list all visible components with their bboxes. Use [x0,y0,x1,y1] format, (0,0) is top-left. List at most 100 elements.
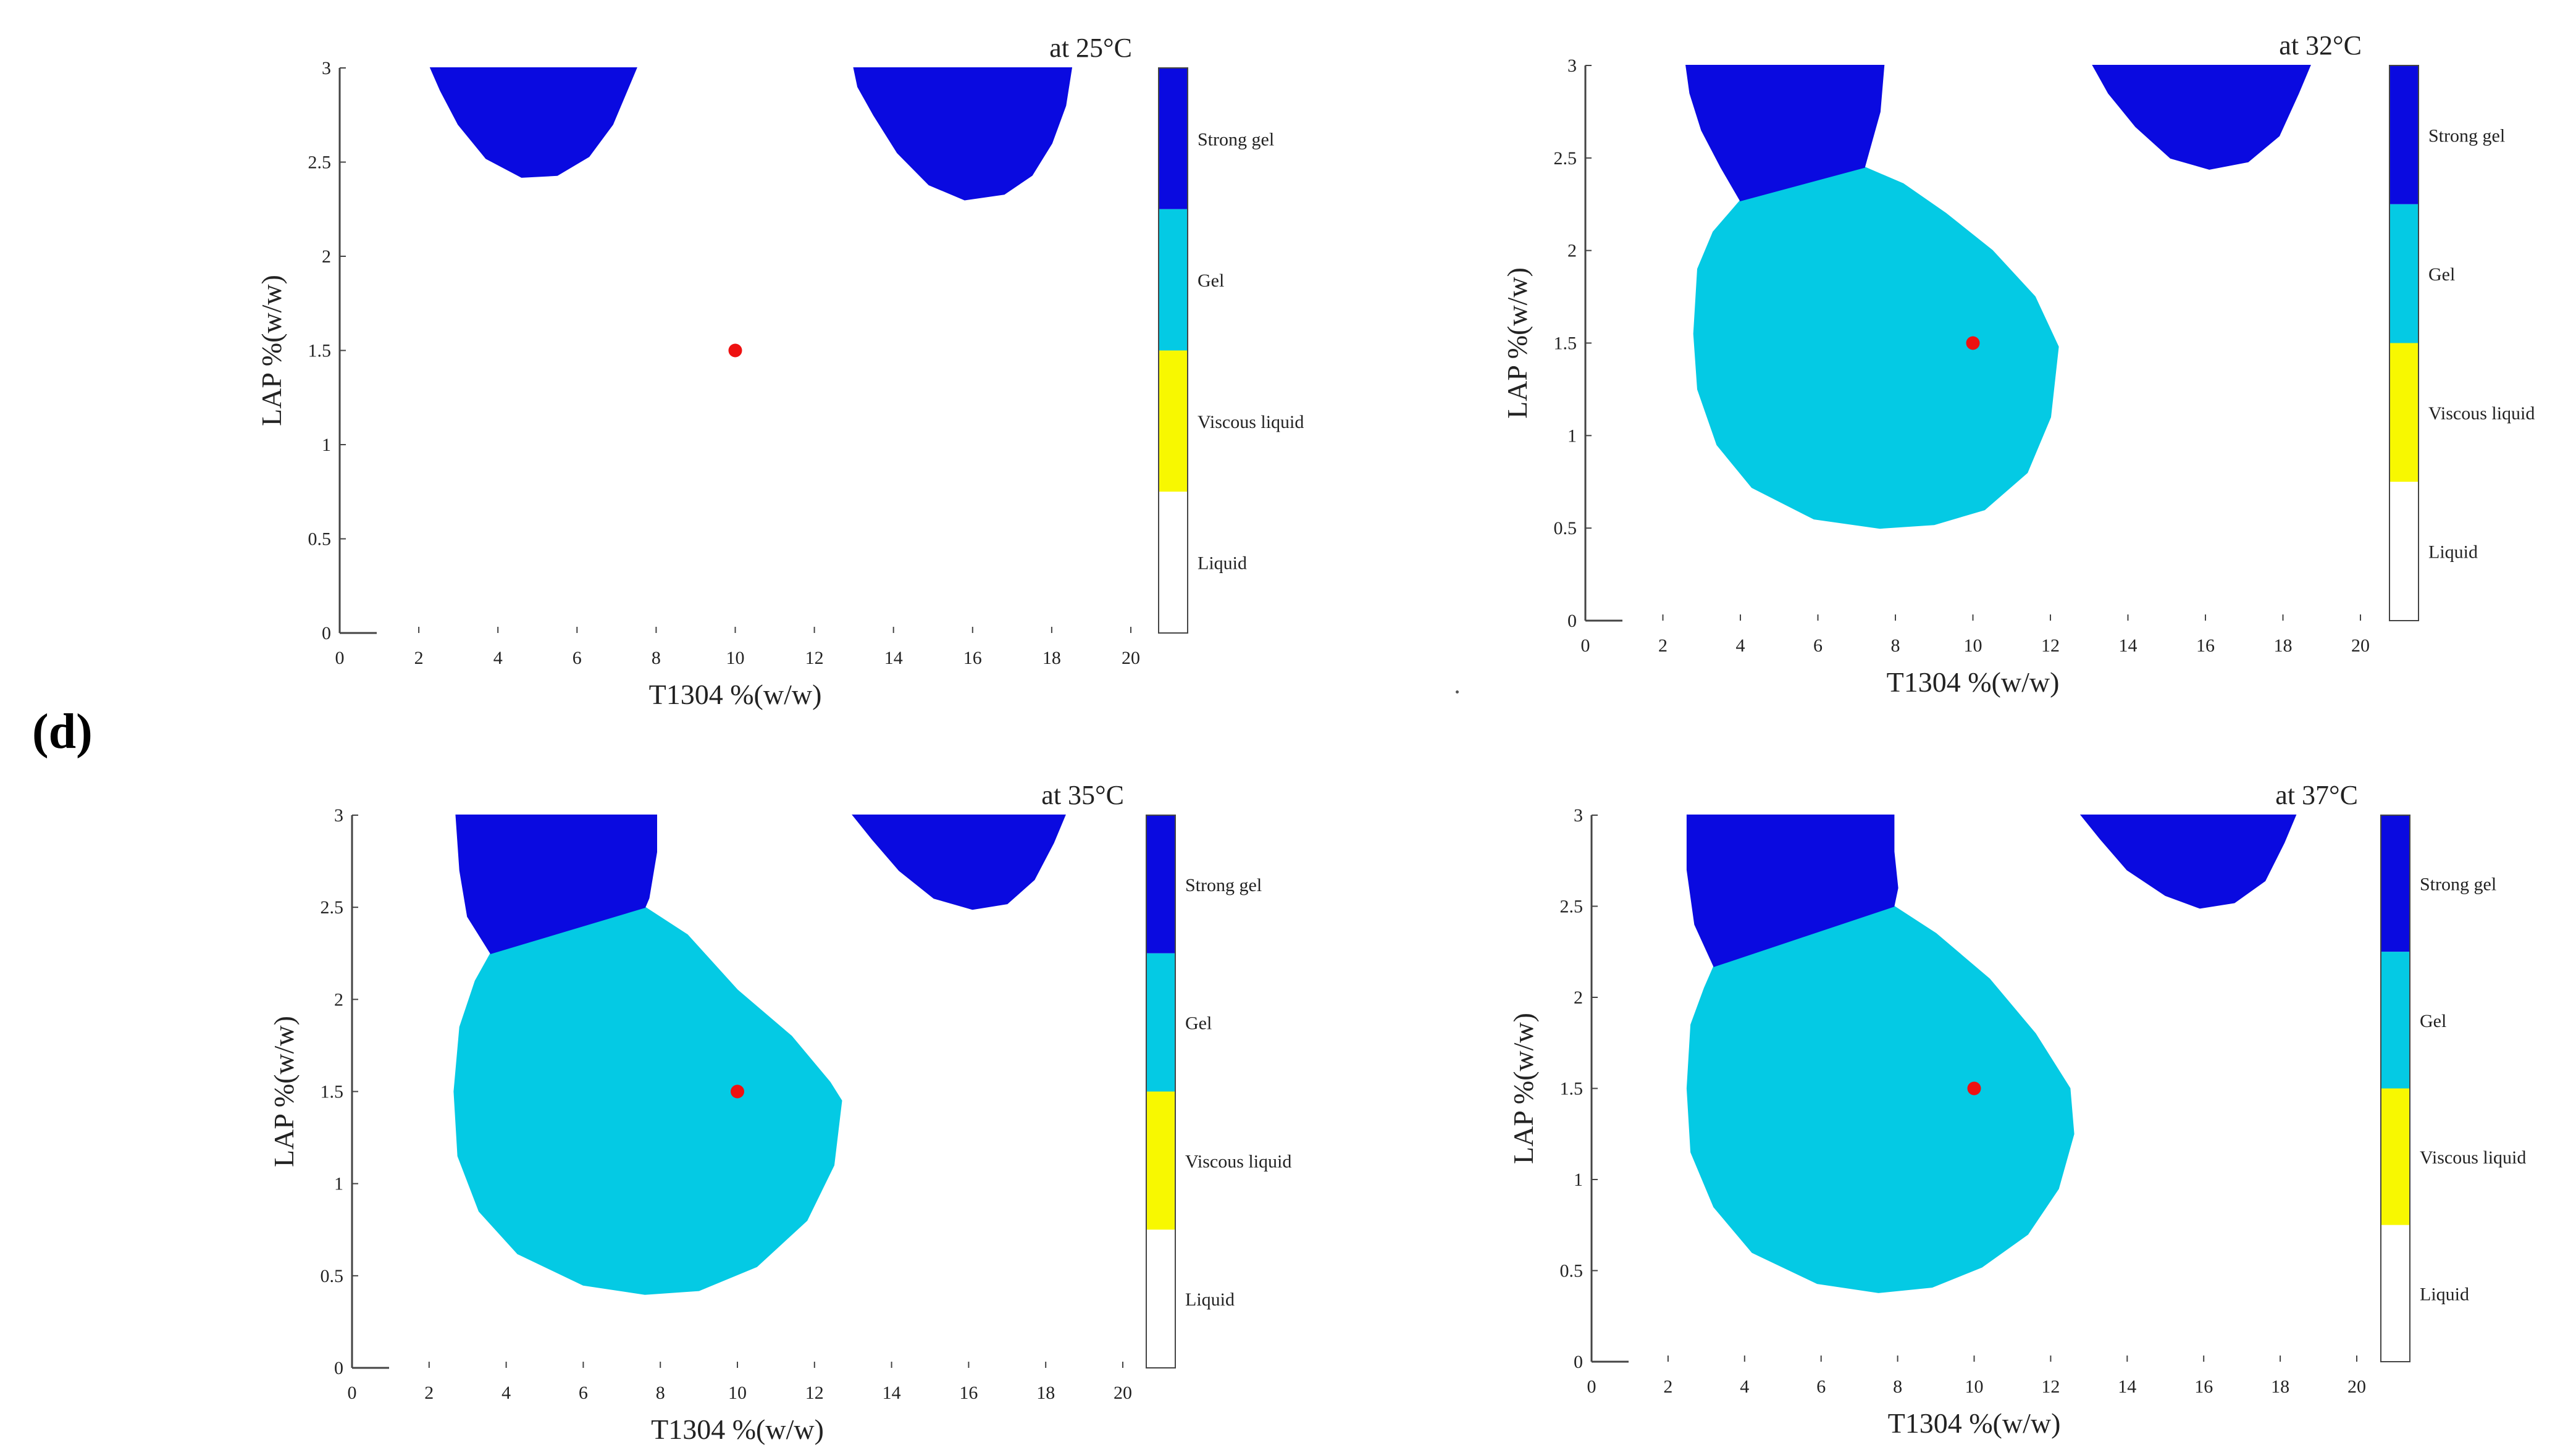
y-tick-label: 1 [1567,425,1577,446]
colorbar-frame [1158,67,1188,634]
x-tick-label: 14 [2118,1377,2136,1397]
colorbar: Strong gel Gel Viscous liquid Liquid [1158,67,1304,634]
colorbar-frame [2380,815,2410,1362]
x-tick-label: 0 [348,1383,357,1403]
y-tick-label: 2 [334,989,343,1010]
x-tick-label: 12 [2041,1377,2060,1397]
y-tick-label: 1.5 [1554,333,1577,354]
x-tick-label: 20 [2347,1377,2366,1397]
y-tick-label: 0.5 [1560,1261,1584,1281]
y-tick-label: 2.5 [1554,148,1577,169]
y-tick-label: 3 [322,58,331,78]
x-tick-label: 2 [1658,635,1668,656]
x-tick-label: 8 [652,648,661,668]
x-axis-label: T1304 %(w/w) [1887,666,2060,698]
colorbar-segment-strong-gel [1146,815,1175,953]
x-tick-label: 14 [2119,635,2138,656]
legend-label: Viscous liquid [1185,1151,1291,1171]
x-tick-label: 14 [884,648,903,668]
colorbar-segment-liquid [1146,1230,1175,1368]
legend-label: Gel [2428,264,2455,285]
region-gel-0 [453,907,842,1295]
x-tick-label: 4 [1736,635,1745,656]
colorbar: Strong gel Gel Viscous liquid Liquid [2380,815,2526,1362]
y-tick-label: 1.5 [1560,1079,1584,1099]
y-tick-label: 3 [334,805,343,826]
legend-label: Strong gel [1198,129,1274,149]
data-point [1966,336,1980,350]
data-point [728,343,742,358]
x-axis-label: T1304 %(w/w) [649,679,822,710]
legend-label: Strong gel [1185,875,1262,895]
stray-mark [1456,690,1459,694]
colorbar-segment-gel [1159,209,1188,351]
chart-title: at 37°C [2275,780,2358,810]
colorbar-segment-liquid [2389,482,2419,621]
y-tick-label: 1.5 [308,341,332,361]
y-tick-label: 3 [1567,56,1577,76]
x-tick-label: 10 [728,1383,747,1403]
x-tick-label: 0 [1581,635,1590,656]
chart-title: at 35°C [1041,780,1124,810]
x-tick-label: 2 [1663,1377,1672,1397]
x-tick-label: 4 [501,1383,511,1403]
colorbar-segment-viscous-liquid [1146,1091,1175,1230]
y-tick-label: 0 [1574,1352,1583,1372]
region-strong-gel-0 [429,67,637,178]
y-tick-label: 2.5 [308,153,332,173]
y-tick-label: 0 [334,1358,343,1378]
region-gel-0 [1693,166,2059,529]
x-tick-label: 6 [573,648,582,668]
x-tick-label: 8 [1891,635,1900,656]
legend-label: Viscous liquid [2428,403,2535,424]
y-tick-label: 2 [1567,241,1577,261]
region-strong-gel-1 [455,815,657,954]
x-tick-label: 12 [805,1383,824,1403]
colorbar-segment-strong-gel [2381,815,2410,952]
colorbar-segment-gel [1146,953,1175,1092]
x-tick-label: 18 [1036,1383,1055,1403]
y-axis-label: LAP %(w/w) [268,1016,300,1167]
y-tick-label: 1 [1574,1170,1583,1190]
x-tick-label: 16 [2194,1377,2213,1397]
y-axis-label: LAP %(w/w) [1508,1013,1539,1164]
y-tick-label: 1.5 [321,1082,344,1102]
colorbar-frame [1146,815,1176,1368]
x-tick-label: 16 [963,648,982,668]
x-tick-label: 10 [726,648,745,668]
x-tick-label: 8 [656,1383,665,1403]
region-gel-0 [1686,905,2075,1293]
colorbar-segment-viscous-liquid [2381,1088,2410,1225]
colorbar: Strong gel Gel Viscous liquid Liquid [2389,65,2535,621]
legend-label: Liquid [2420,1284,2469,1304]
x-tick-label: 0 [335,648,345,668]
region-strong-gel-2 [2092,65,2311,170]
legend-label: Liquid [2428,542,2478,563]
legend-label: Gel [1198,270,1224,291]
x-tick-label: 0 [1587,1377,1596,1397]
y-tick-label: 0.5 [321,1266,344,1286]
chart-panel-c37: 0 2 4 6 8 10 12 14 16 18 20 0 0.5 1 1.5 2 2.5 3 T1304 %(w/… [1508,780,2526,1439]
colorbar-frame [2389,65,2419,621]
region-strong-gel-2 [852,815,1066,910]
x-tick-label: 6 [579,1383,588,1403]
legend-label: Strong gel [2428,125,2505,146]
x-tick-label: 8 [1893,1377,1902,1397]
x-axis-label: T1304 %(w/w) [651,1414,824,1445]
data-point [731,1084,744,1099]
figure-panel-label: (d) [32,705,93,759]
x-tick-label: 18 [1043,648,1061,668]
y-tick-label: 0.5 [308,529,332,550]
colorbar-segment-liquid [2381,1225,2410,1362]
colorbar-segment-strong-gel [1159,68,1188,209]
x-tick-label: 18 [2274,635,2293,656]
x-tick-label: 16 [2196,635,2215,656]
x-tick-label: 10 [1964,635,1982,656]
x-tick-label: 20 [1114,1383,1132,1403]
y-tick-label: 1 [334,1174,343,1194]
x-tick-label: 12 [2041,635,2060,656]
legend-label: Liquid [1198,553,1247,574]
y-tick-label: 1 [322,435,331,455]
legend-label: Gel [2420,1011,2446,1031]
